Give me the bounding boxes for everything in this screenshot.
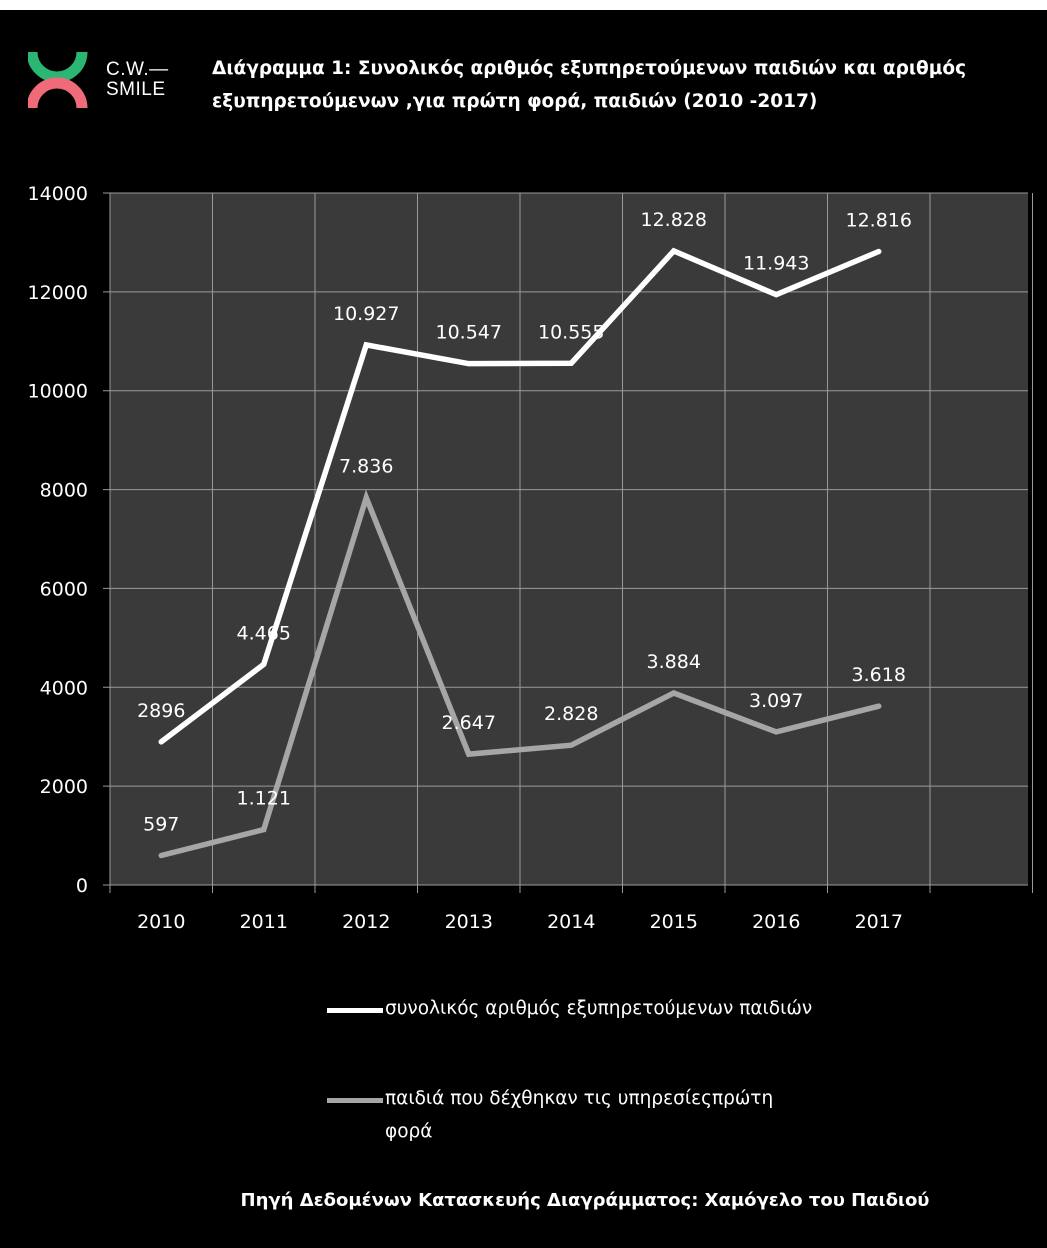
chart-legend: συνολικός αριθμός εξυπηρετούμενων παιδιώ… (327, 992, 847, 1172)
logo-text: C.W.— SMILE (106, 60, 169, 100)
top-strip (0, 0, 1047, 10)
chart-canvas: C.W.— SMILE Διάγραμμα 1: Συνολικός αριθμ… (0, 10, 1047, 1248)
data-source: Πηγή Δεδομένων Κατασκευής Διαγράμματος: … (240, 1190, 930, 1211)
data-label: 2896 (137, 700, 185, 722)
legend-label-first: παιδιά που δέχθηκαν τις υπηρεσίεςπρώτη φ… (385, 1088, 774, 1142)
data-label: 10.555 (538, 321, 604, 343)
legend-item-first: παιδιά που δέχθηκαν τις υπηρεσίεςπρώτη φ… (327, 1082, 847, 1172)
y-tick-label: 0 (76, 875, 88, 897)
series-line-1 (158, 489, 882, 859)
x-tick-label: 2012 (342, 911, 390, 933)
data-label: 2.647 (442, 712, 496, 734)
logo-text-line2: SMILE (106, 79, 166, 100)
data-label: 10.927 (333, 303, 399, 325)
data-label: 2.828 (544, 703, 598, 725)
legend-item-total: συνολικός αριθμός εξυπηρετούμενων παιδιώ… (327, 992, 847, 1082)
plot-area (110, 193, 1028, 885)
data-label: 10.547 (436, 322, 502, 344)
legend-label-total: συνολικός αριθμός εξυπηρετούμενων παιδιώ… (385, 998, 813, 1019)
x-tick-label: 2016 (752, 911, 800, 933)
data-label: 3.884 (647, 651, 701, 673)
x-tick-label: 2010 (137, 911, 185, 933)
data-label: 12.816 (846, 210, 912, 232)
chart-title: Διάγραμμα 1: Συνολικός αριθμός εξυπηρετο… (212, 58, 967, 112)
data-label: 12.828 (641, 209, 707, 231)
data-label: 11.943 (743, 253, 809, 275)
data-label: 1.121 (237, 788, 291, 810)
x-tick-label: 2014 (547, 911, 595, 933)
smile-logo-icon (28, 51, 88, 109)
data-label: 3.618 (852, 664, 906, 686)
data-label: 4.465 (237, 622, 291, 644)
cw-smile-logo: C.W.— SMILE (28, 50, 198, 120)
legend-swatch-first (327, 1098, 383, 1103)
series-line-0 (158, 247, 882, 745)
data-label: 7.836 (339, 456, 393, 478)
x-tick-label: 2013 (445, 911, 493, 933)
y-tick-label: 12000 (28, 282, 88, 304)
x-tick-label: 2015 (650, 911, 698, 933)
legend-swatch-total (327, 1008, 383, 1013)
y-tick-label: 2000 (40, 776, 88, 798)
line-chart: 0 2000 4000 6000 8000 10000 12000 14000 2010 2011… (28, 183, 1033, 933)
y-tick-label: 6000 (40, 578, 88, 600)
x-tick-label: 2017 (855, 911, 903, 933)
y-tick-label: 10000 (28, 381, 88, 403)
y-tick-label: 8000 (40, 480, 88, 502)
data-label: 597 (143, 813, 179, 835)
logo-text-line1: C.W.— (106, 59, 169, 80)
y-tick-label: 14000 (28, 183, 88, 205)
x-tick-label: 2011 (240, 911, 288, 933)
y-tick-label: 4000 (40, 677, 88, 699)
data-label: 3.097 (749, 690, 803, 712)
